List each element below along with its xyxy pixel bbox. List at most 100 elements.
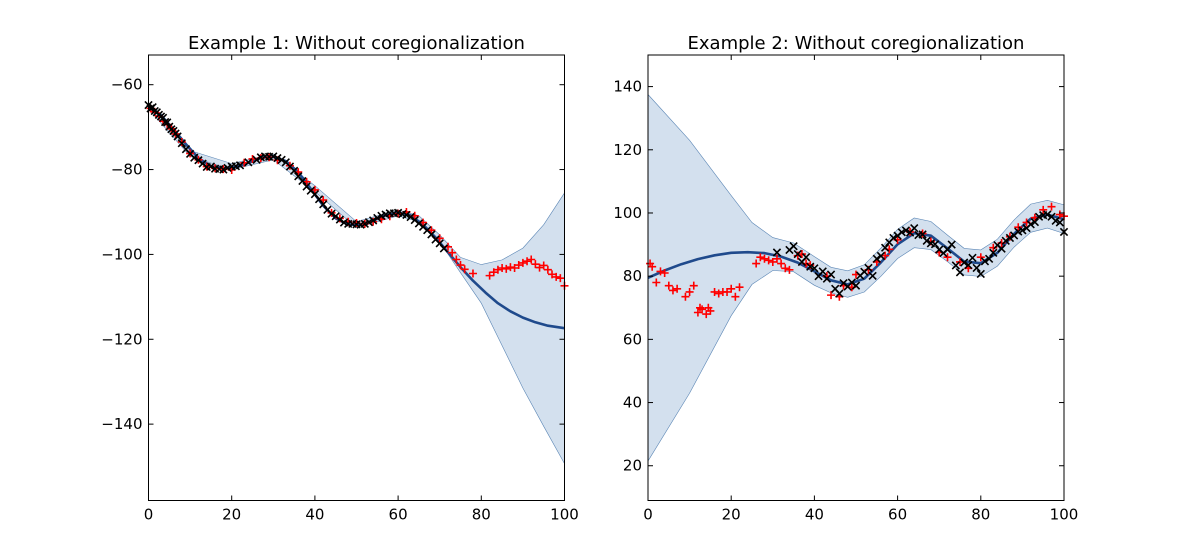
plot-frame: [647, 54, 1065, 501]
x-tick-label: 80: [971, 506, 990, 524]
data-point-red: [1014, 223, 1023, 232]
data-point-red: [827, 291, 836, 300]
data-point-black: [976, 269, 985, 279]
data-point-red: [689, 281, 698, 290]
data-point-black: [997, 244, 1006, 253]
x-tick-label: 0: [144, 506, 154, 524]
data-point-red: [485, 271, 494, 280]
data-point-red: [531, 260, 540, 269]
data-point-red: [1039, 205, 1048, 214]
data-point-black: [335, 215, 345, 224]
y-tick-label: 80: [623, 267, 642, 285]
data-point-red: [881, 251, 890, 260]
data-point-black: [277, 155, 286, 164]
data-point-black: [1018, 226, 1027, 235]
y-tick-label: 20: [623, 457, 642, 475]
data-point-black: [439, 244, 449, 253]
data-point-red: [489, 268, 498, 277]
x-tick-label: 60: [389, 506, 408, 524]
data-point-black: [826, 270, 836, 279]
data-point-black: [989, 248, 998, 257]
data-point-red: [652, 278, 661, 287]
data-point-red: [518, 258, 527, 267]
subplot-example-2: Example 2: Without coregionalization 0 20…: [613, 33, 1078, 524]
data-point-red: [943, 253, 952, 262]
data-point-black: [1043, 210, 1052, 219]
data-point-black: [368, 216, 378, 225]
data-point-red: [177, 137, 186, 146]
x-axis: 0 20 40 60 80 100: [643, 55, 1078, 524]
y-tick-label: −100: [101, 245, 142, 263]
plot-frame: [148, 54, 565, 501]
data-point-red: [685, 287, 694, 296]
data-point-black: [402, 210, 411, 220]
data-point-red: [760, 254, 769, 263]
data-point-red: [656, 267, 665, 276]
data-point-black: [173, 132, 182, 141]
data-point-red: [448, 248, 457, 257]
data-point-black: [851, 281, 861, 290]
data-point-black: [789, 241, 798, 251]
data-point-black: [1005, 233, 1015, 243]
data-point-black: [235, 161, 245, 170]
data-point-black: [1055, 218, 1065, 227]
data-point-black: [319, 200, 328, 209]
data-point-black: [947, 240, 956, 249]
data-point-red: [427, 226, 436, 235]
data-point-red: [976, 253, 985, 262]
data-point-black: [244, 158, 253, 167]
data-point-black: [1001, 236, 1010, 245]
y-axis: 20 40 60 80 100 120 140: [613, 78, 1064, 475]
data-point-black: [835, 289, 844, 298]
x-tick-label: 20: [222, 506, 241, 524]
data-point-black: [880, 243, 890, 252]
x-tick-label: 80: [472, 506, 491, 524]
chart-title: Example 2: Without coregionalization: [688, 33, 1025, 54]
x-tick-label: 0: [643, 506, 653, 524]
y-tick-label: −80: [111, 161, 143, 179]
data-point-red: [510, 263, 519, 272]
y-tick-label: −60: [111, 76, 143, 94]
data-point-red: [768, 257, 777, 266]
data-point-black: [252, 155, 261, 164]
data-point-red: [681, 292, 690, 301]
chart-title: Example 1: Without coregionalization: [188, 33, 525, 54]
data-point-black: [972, 263, 981, 273]
data-point-red: [723, 287, 732, 296]
data-point-red: [452, 255, 461, 264]
data-point-red: [731, 292, 740, 301]
data-point-black: [190, 153, 199, 162]
data-point-red: [1047, 202, 1056, 211]
data-point-black: [289, 166, 299, 175]
y-tick-label: 140: [613, 78, 642, 96]
y-tick-label: −120: [101, 330, 142, 348]
x-tick-label: 40: [305, 506, 324, 524]
data-point-red: [527, 255, 536, 264]
data-point-black: [922, 236, 931, 245]
data-point-red: [514, 261, 523, 270]
data-point-red: [735, 283, 744, 292]
data-point-black: [1030, 217, 1040, 227]
data-point-red: [668, 286, 677, 295]
data-point-red: [706, 306, 715, 315]
data-point-black: [968, 253, 977, 263]
x-tick-label: 100: [550, 506, 579, 524]
data-point-red: [556, 274, 565, 283]
data-point-black: [889, 233, 898, 243]
y-tick-label: 60: [623, 330, 642, 348]
data-point-red: [673, 284, 682, 293]
data-point-red: [764, 256, 773, 265]
data-point-black: [930, 240, 940, 249]
x-axis: 0 20 40 60 80 100: [144, 55, 579, 524]
data-point-black: [406, 212, 415, 222]
data-point-red: [772, 254, 781, 263]
data-point-red: [714, 289, 723, 298]
data-point-black: [872, 254, 881, 263]
y-axis: −60 −80 −100 −120 −140: [101, 76, 565, 433]
data-point-red: [664, 281, 673, 290]
data-point-black: [206, 162, 216, 171]
data-point-black: [327, 209, 336, 218]
data-point-red: [710, 287, 719, 296]
x-tick-label: 40: [805, 506, 824, 524]
